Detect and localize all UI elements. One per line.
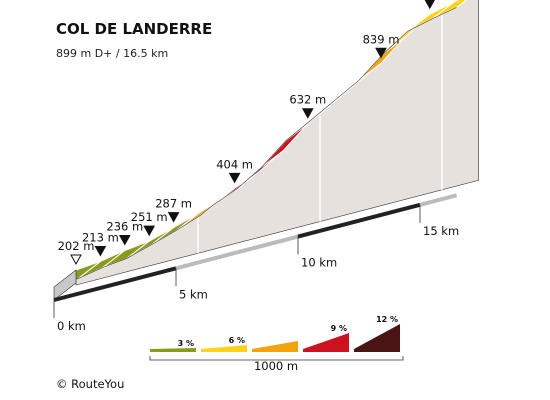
legend-swatch: [252, 341, 298, 352]
elevation-label: 839 m: [363, 32, 400, 46]
legend-swatch: [150, 348, 196, 352]
legend-scale-label: 1000 m: [254, 359, 298, 373]
elevation-label: 632 m: [289, 93, 326, 107]
distance-ruler-segment: [53, 266, 177, 302]
elevation-label: 202 m: [58, 239, 95, 253]
elevation-marker: [228, 172, 241, 184]
elevation-marker: [167, 212, 180, 223]
elevation-label: 404 m: [216, 157, 253, 171]
profile-top-outline: [53, 7, 457, 288]
legend-label: 6 %: [229, 336, 245, 345]
legend-scale-bracket: [149, 356, 404, 361]
distance-ticks-layer: 0 km 5 km 10 km 15 km: [53, 193, 459, 333]
elevation-label: 251 m: [131, 210, 168, 224]
elevation-marker: [70, 254, 82, 266]
elevation-marker: [301, 108, 314, 119]
elevation-marker: [94, 245, 107, 257]
legend-label: 9 %: [331, 324, 347, 333]
distance-tick-label: 5 km: [179, 287, 208, 301]
elevation-marker: [375, 47, 387, 59]
chart-subtitle: 899 m D+ / 16.5 km: [56, 47, 168, 60]
legend-swatch: [354, 324, 400, 352]
distance-ruler-segment: [297, 202, 421, 239]
elevation-markers-layer: [70, 0, 435, 266]
elevation-marker: [424, 0, 435, 10]
profile-front-layer: [53, 269, 77, 301]
profile-top-layer: [53, 0, 468, 288]
distance-ruler-segment: [175, 234, 299, 271]
gradient-legend: 3 % 6 % 9 % 12 %: [149, 315, 404, 361]
legend-swatch: [303, 333, 349, 352]
distance-tick-label: 10 km: [301, 256, 337, 270]
elevation-label: 287 m: [155, 197, 192, 211]
legend-label: 12 %: [376, 315, 398, 324]
distance-tick-label: 15 km: [423, 224, 459, 238]
chart-title: COL DE LANDERRE: [56, 20, 212, 38]
distance-ruler-segment: [419, 193, 458, 207]
elevation-label: 213 m: [82, 230, 119, 244]
elevation-label: 236 m: [106, 220, 143, 234]
legend-swatch: [201, 345, 247, 352]
legend-label: 3 %: [178, 339, 194, 348]
distance-tick-label: 0 km: [57, 319, 86, 333]
elevation-marker: [143, 225, 156, 237]
profile-start-cap: [53, 269, 77, 301]
elevation-marker: [118, 235, 131, 246]
copyright-text: © RouteYou: [56, 377, 124, 391]
